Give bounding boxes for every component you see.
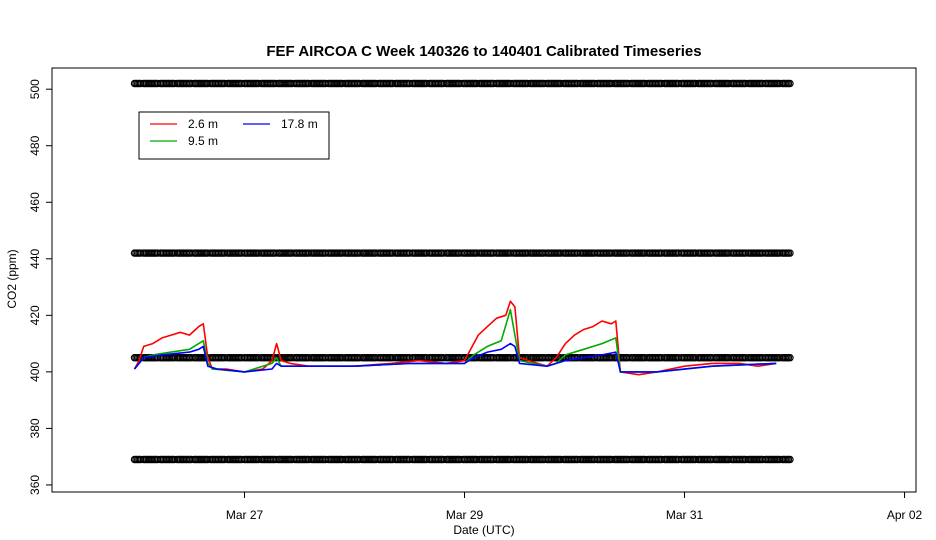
calibration-point	[786, 249, 794, 257]
legend-label-3: 17.8 m	[281, 117, 318, 131]
y-tick-label-480: 480	[28, 135, 42, 155]
y-tick-label-360: 360	[28, 475, 42, 495]
chart-title: FEF AIRCOA C Week 140326 to 140401 Calib…	[266, 43, 701, 60]
series-line-1	[133, 300, 777, 376]
x-axis-label: Date (UTC)	[453, 523, 514, 537]
legend: 2.6 m 9.5 m 17.8 m	[138, 111, 330, 160]
calibration-point	[786, 354, 794, 362]
x-axis: Mar 27 Mar 29 Mar 31 Apr 02	[226, 492, 923, 522]
series-line-2	[133, 308, 777, 373]
y-tick-label-440: 440	[28, 248, 42, 268]
y-tick-label-400: 400	[28, 362, 42, 382]
series-line-3	[133, 342, 777, 373]
series-lines	[133, 300, 777, 376]
x-tick-label-1: Mar 29	[446, 508, 484, 522]
y-tick-label-460: 460	[28, 192, 42, 212]
x-tick-label-0: Mar 27	[226, 508, 264, 522]
y-axis: 360 380 400 420 440 460 480 500	[28, 79, 52, 495]
calibration-point	[786, 455, 794, 464]
x-tick-label-3: Apr 02	[887, 508, 923, 522]
plot-frame	[51, 67, 917, 493]
y-tick-label-380: 380	[28, 418, 42, 438]
y-axis-label: CO2 (ppm)	[5, 249, 19, 308]
legend-label-2: 9.5 m	[188, 134, 218, 148]
x-tick-label-2: Mar 31	[666, 508, 704, 522]
y-tick-label-500: 500	[28, 79, 42, 99]
legend-box	[138, 111, 330, 160]
legend-label-1: 2.6 m	[188, 117, 218, 131]
calibration-point	[786, 79, 794, 88]
calibration-points	[130, 79, 794, 464]
y-tick-label-420: 420	[28, 305, 42, 325]
